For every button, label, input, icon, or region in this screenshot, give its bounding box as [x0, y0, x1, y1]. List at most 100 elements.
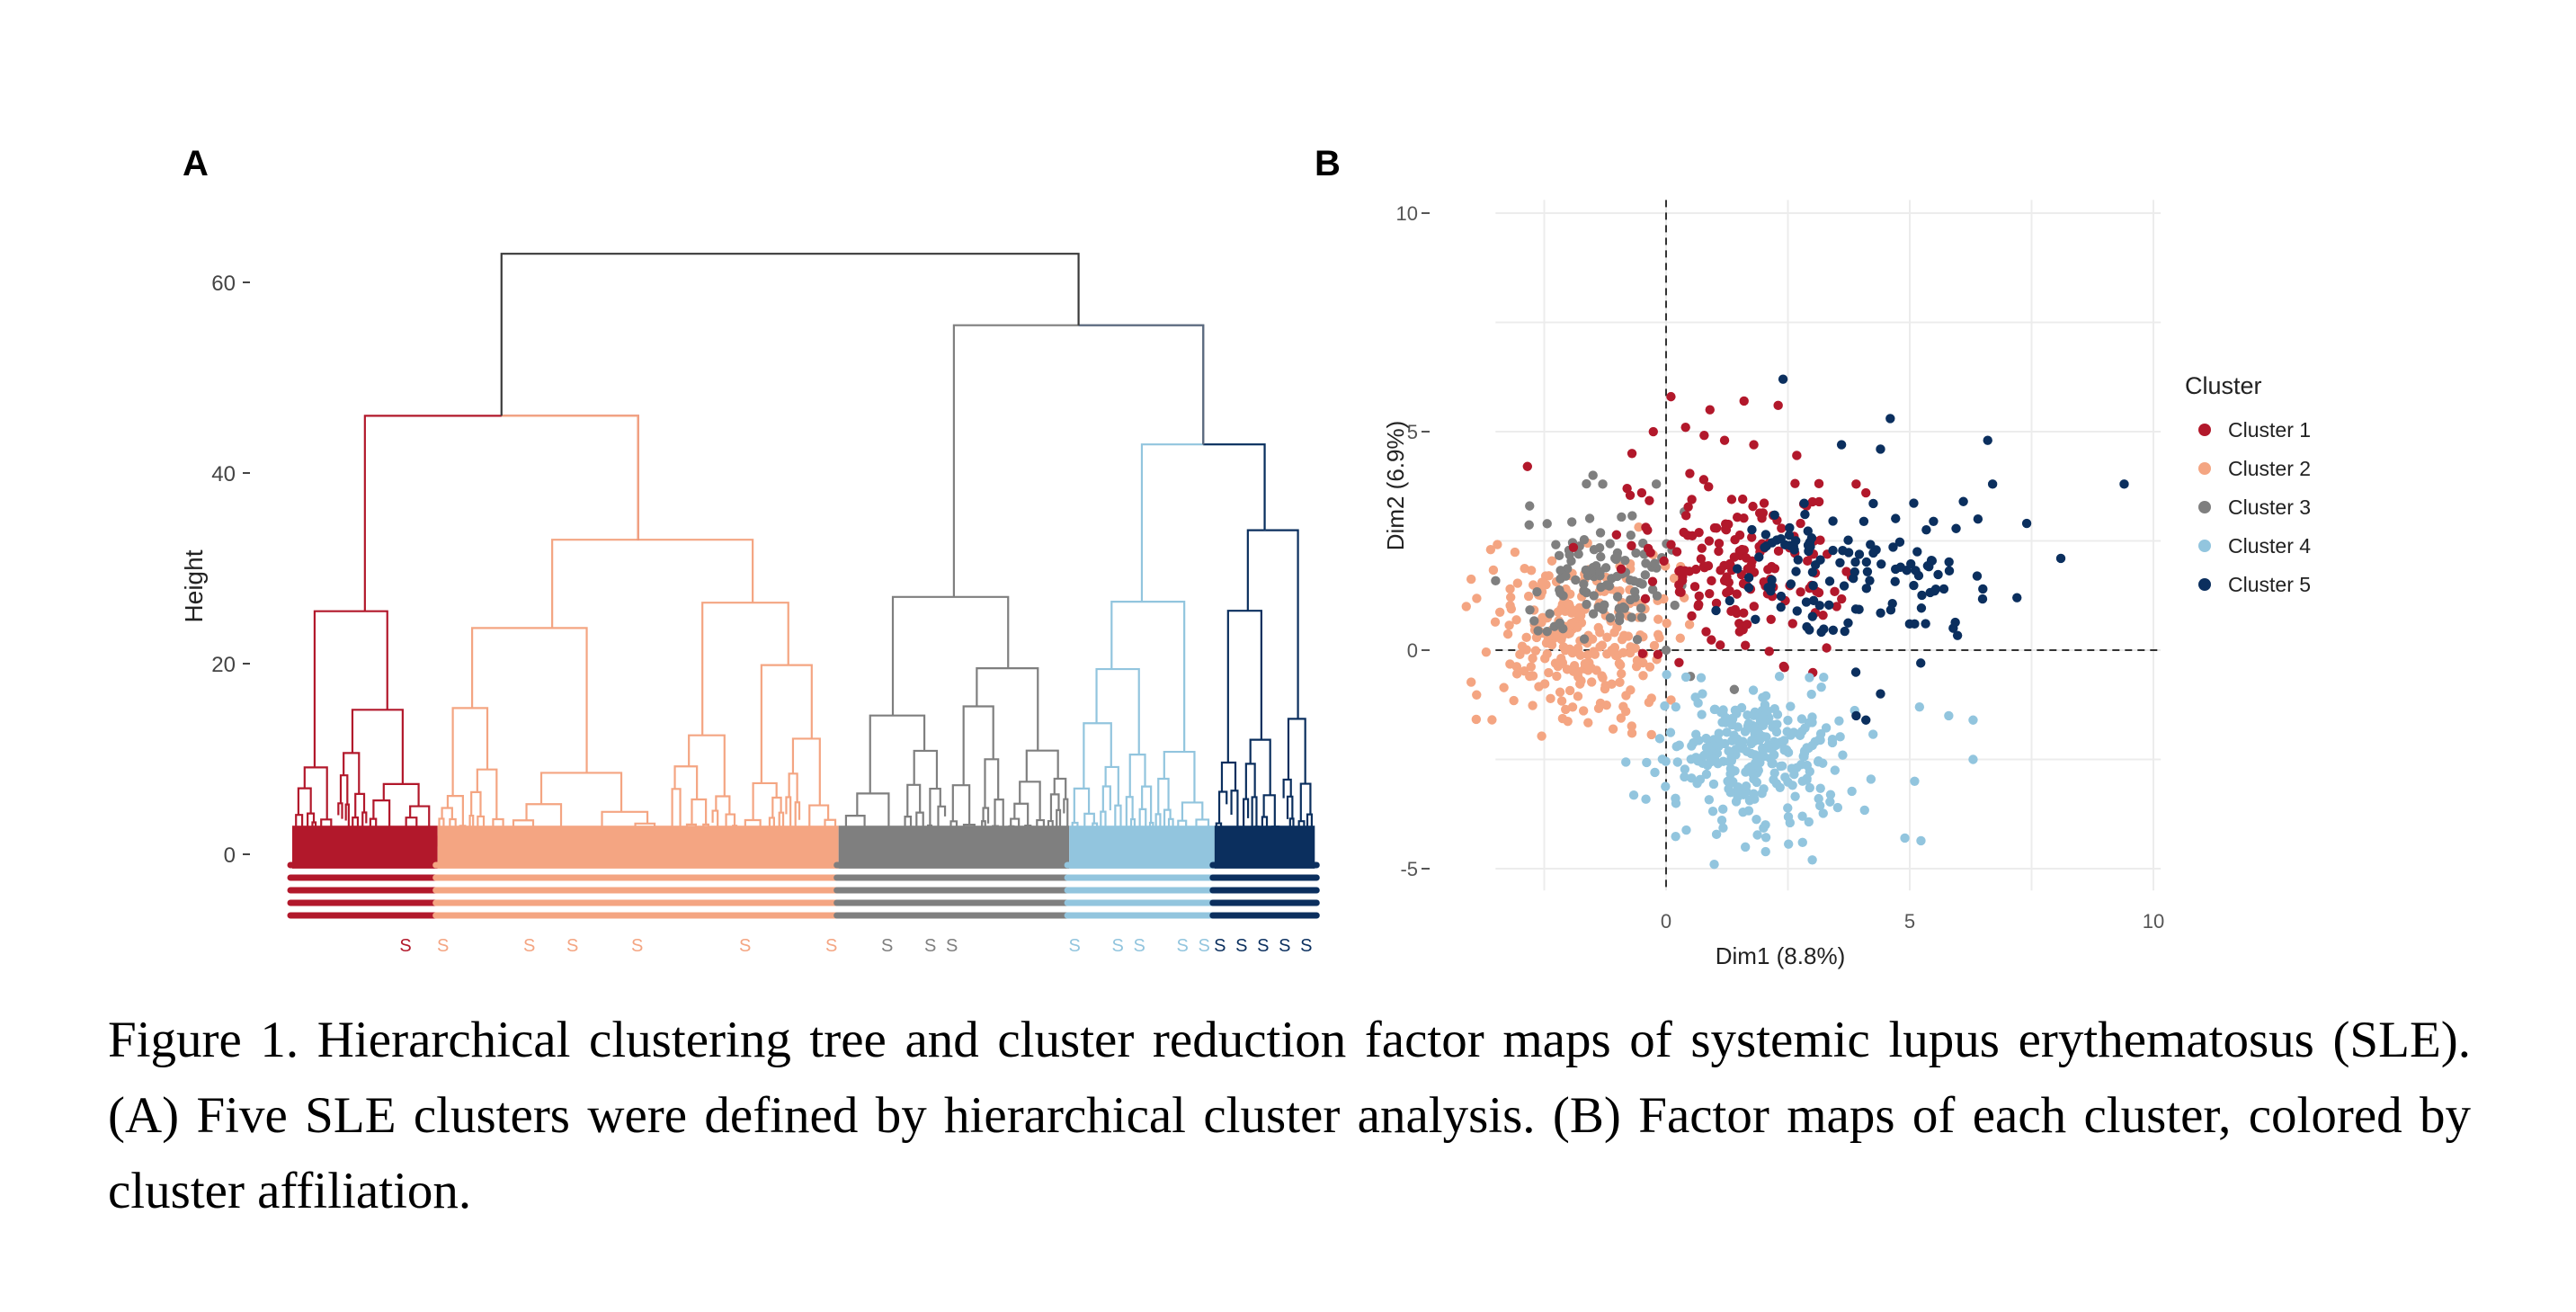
point-cluster-4	[1744, 796, 1755, 806]
point-cluster-5	[1930, 584, 1941, 594]
point-cluster-3	[1579, 579, 1589, 589]
cluster-2-branches	[691, 798, 708, 825]
point-cluster-3	[1670, 600, 1680, 611]
point-cluster-4	[1671, 799, 1681, 808]
point-cluster-4	[1671, 831, 1680, 842]
point-cluster-3	[1566, 517, 1577, 527]
point-cluster-5	[1910, 619, 1920, 629]
cluster-1-branches	[343, 752, 361, 794]
point-cluster-1	[1814, 496, 1824, 507]
point-cluster-3	[1532, 586, 1542, 597]
point-cluster-2	[1598, 673, 1608, 683]
point-cluster-4	[1771, 779, 1781, 789]
point-cluster-2	[1617, 669, 1627, 679]
point-cluster-3	[1579, 534, 1590, 545]
point-cluster-1	[1522, 461, 1533, 471]
leaf-label: S	[1176, 936, 1188, 956]
point-cluster-1	[1726, 495, 1737, 504]
point-cluster-5	[1801, 597, 1812, 607]
point-cluster-1	[1677, 576, 1688, 585]
point-cluster-1	[1815, 535, 1825, 545]
point-cluster-1	[1740, 640, 1751, 650]
point-cluster-2	[1607, 679, 1617, 689]
point-cluster-5	[2055, 553, 2066, 564]
legend-entry: Cluster 5	[2228, 573, 2311, 596]
cluster-5-branches	[1249, 738, 1271, 796]
point-cluster-1	[1679, 527, 1689, 538]
point-cluster-5	[1763, 583, 1773, 593]
point-cluster-1	[1693, 601, 1703, 611]
point-cluster-2	[1625, 647, 1636, 658]
point-cluster-1	[1648, 426, 1658, 437]
cluster-3-branches	[869, 714, 926, 794]
point-cluster-2	[1556, 696, 1567, 706]
point-cluster-4	[1757, 789, 1767, 799]
cluster-5-branches	[1244, 763, 1256, 799]
point-cluster-5	[1791, 536, 1801, 546]
cluster-2-branches	[451, 707, 489, 797]
cluster-1-branches	[337, 802, 343, 819]
factor-map-x-axis-label: Dim1 (8.8%)	[1716, 942, 1845, 969]
point-cluster-2	[1580, 658, 1591, 669]
point-cluster-1	[1704, 482, 1714, 492]
point-cluster-3	[1555, 618, 1565, 628]
cluster-2-branches	[539, 772, 623, 812]
point-cluster-1	[1779, 663, 1789, 673]
point-cluster-2	[1561, 704, 1571, 715]
point-cluster-2	[1634, 522, 1644, 532]
point-cluster-1	[1568, 542, 1579, 552]
point-cluster-4	[1714, 728, 1724, 738]
point-cluster-5	[1828, 545, 1838, 556]
point-cluster-1	[1796, 518, 1805, 529]
point-cluster-4	[1807, 855, 1817, 865]
point-cluster-4	[1760, 691, 1771, 701]
point-cluster-2	[1505, 593, 1516, 602]
cluster-2-branches	[525, 803, 563, 835]
point-cluster-1	[1676, 587, 1686, 597]
point-cluster-1	[1818, 610, 1828, 620]
point-cluster-4	[1748, 769, 1758, 779]
point-cluster-2	[1666, 695, 1676, 705]
point-cluster-5	[1939, 584, 1949, 594]
cluster-1-branches	[303, 766, 328, 820]
point-cluster-3	[1618, 602, 1628, 612]
point-cluster-1	[1687, 531, 1698, 541]
point-cluster-5	[1866, 540, 1876, 549]
point-cluster-3	[1524, 520, 1534, 530]
point-cluster-4	[1787, 763, 1796, 773]
point-cluster-2	[1582, 650, 1593, 660]
factor-map-y-axis-label: Dim2 (6.9%)	[1382, 421, 1409, 550]
cluster-2-leaf-band	[437, 826, 839, 869]
point-cluster-4	[1796, 727, 1807, 736]
point-cluster-2	[1546, 693, 1555, 704]
point-cluster-1	[1777, 523, 1787, 533]
point-cluster-3	[1542, 627, 1552, 637]
point-cluster-2	[1538, 612, 1547, 623]
point-cluster-2	[1546, 639, 1557, 650]
y-tick-label: 0	[224, 843, 236, 868]
point-cluster-2	[1546, 556, 1557, 566]
point-cluster-4	[1642, 757, 1652, 768]
point-cluster-4	[1711, 829, 1722, 840]
point-cluster-5	[1921, 619, 1930, 629]
point-cluster-1	[1647, 576, 1658, 586]
point-cluster-4	[1866, 774, 1876, 784]
point-cluster-2	[1504, 620, 1514, 630]
point-cluster-1	[1680, 422, 1690, 433]
x-tick-label: 10	[2143, 910, 2164, 933]
point-cluster-5	[1828, 625, 1839, 636]
point-cluster-4	[1755, 757, 1765, 768]
point-cluster-5	[1944, 566, 1955, 576]
cluster-2-branches	[725, 813, 736, 833]
point-cluster-5	[1850, 667, 1861, 677]
cluster-3-branches	[962, 705, 994, 786]
cluster-2-branches	[438, 817, 445, 833]
cluster-4-branches	[1114, 804, 1122, 835]
point-cluster-5	[1850, 557, 1860, 567]
point-cluster-2	[1555, 687, 1565, 697]
point-cluster-4	[1818, 808, 1828, 818]
point-cluster-4	[1804, 743, 1814, 754]
cluster-2-branches	[446, 794, 464, 826]
panel-label-a: A	[183, 144, 209, 183]
